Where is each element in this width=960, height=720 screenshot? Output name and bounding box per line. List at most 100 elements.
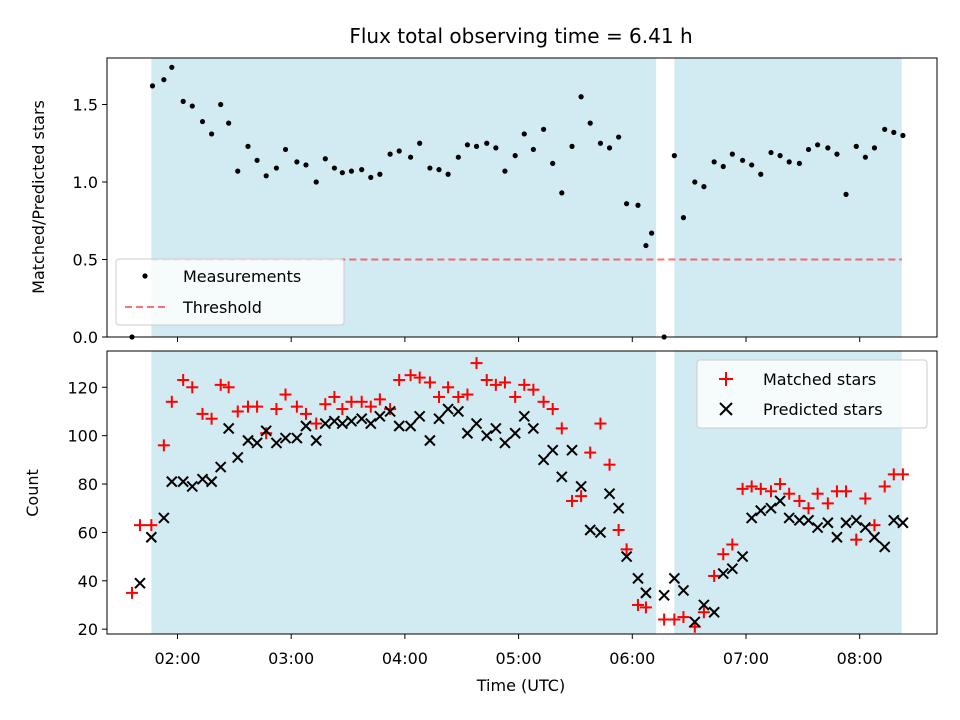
- measurement-point: [900, 132, 906, 139]
- cross-b: [556, 471, 568, 483]
- matched-star-point: [745, 480, 758, 493]
- measurement-point: [758, 171, 764, 177]
- matched-star-point: [631, 598, 644, 611]
- predicted-star-point: [328, 415, 341, 427]
- matched-star-point: [639, 601, 652, 614]
- measurement-point: [578, 94, 584, 100]
- y-tick-label: 40: [78, 572, 98, 591]
- cross-b: [603, 488, 616, 500]
- bottom-x-ticks: 02:00 03:00 04:00 05:00 06:00 07:00 08:00: [154, 634, 883, 668]
- bottom-y-ticks: 20 40 60 80 100 120: [67, 378, 107, 639]
- y-tick-label: 0.5: [73, 251, 98, 270]
- matched-star-point: [612, 523, 625, 536]
- measurement-point: [282, 146, 289, 153]
- cross-b: [196, 473, 209, 485]
- cross-b: [232, 451, 244, 464]
- measurement-point: [396, 148, 402, 154]
- chart-title: Flux total observing time = 6.41 h: [349, 24, 692, 48]
- cross-b: [166, 475, 178, 488]
- cross-b: [145, 531, 158, 543]
- predicted-star-point: [850, 514, 862, 527]
- cross-b: [413, 410, 426, 423]
- cross-b: [811, 521, 824, 534]
- cross-b: [612, 502, 625, 514]
- matched-star-point: [364, 400, 377, 413]
- predicted-star-point: [736, 550, 749, 563]
- matched-star-point: [299, 407, 312, 420]
- bottom-y-axis-label: Count: [23, 469, 42, 517]
- measurement-point: [417, 140, 423, 146]
- measurement-point: [484, 140, 490, 146]
- x-tick-label: 06:00: [609, 649, 655, 668]
- measurement-point: [322, 156, 328, 162]
- top-y-ticks: 0.0 0.5 1.0 1.5: [73, 96, 107, 347]
- matched-star-point: [319, 398, 332, 411]
- measurement-point: [445, 171, 451, 177]
- measurement-point: [313, 179, 319, 185]
- predicted-star-point: [811, 521, 824, 534]
- cross-b: [222, 422, 235, 435]
- measurement-point: [729, 151, 735, 157]
- matched-star-point: [821, 497, 834, 510]
- cross-b: [850, 514, 862, 527]
- matched-star-point: [328, 390, 341, 403]
- matched-star-point: [310, 417, 323, 430]
- predicted-star-point: [336, 417, 349, 430]
- measurement-point: [643, 242, 649, 249]
- matched-star-point: [270, 403, 283, 416]
- measurement-point: [303, 162, 309, 168]
- predicted-star-point: [632, 572, 644, 585]
- predicted-star-point: [518, 410, 530, 423]
- measurement-point: [635, 202, 641, 208]
- matched-star-point: [850, 533, 863, 546]
- predicted-star-point: [310, 434, 322, 447]
- matched-star-point: [165, 395, 178, 408]
- matched-star-point: [774, 478, 787, 491]
- measurement-point: [521, 131, 527, 137]
- cross-b: [214, 461, 227, 473]
- predicted-star-point: [222, 422, 235, 435]
- measurement-point: [891, 129, 897, 135]
- predicted-star-point: [868, 531, 881, 543]
- matched-star-point: [452, 390, 465, 403]
- predicted-star-point: [270, 437, 283, 449]
- matched-star-point: [754, 482, 767, 495]
- cross-b: [566, 444, 578, 456]
- cross-b: [717, 567, 729, 580]
- top-y-axis-label: Matched/Predicted stars: [29, 100, 48, 294]
- matched-star-point: [566, 494, 579, 507]
- predicted-star-point: [717, 567, 729, 580]
- bottom-legend: Matched stars Predicted stars: [696, 359, 928, 429]
- x-axis-label: Time (UTC): [476, 676, 565, 695]
- matched-star-point: [470, 357, 483, 370]
- matched-star-point: [355, 395, 368, 408]
- y-tick-label: 1.5: [73, 96, 98, 115]
- cross-b: [134, 577, 146, 589]
- measurement-point: [512, 153, 518, 159]
- measurement-point: [502, 168, 508, 174]
- matched-star-point: [708, 569, 721, 582]
- cross-b: [177, 475, 189, 488]
- measurement-point: [149, 83, 156, 89]
- predicted-star-point: [404, 420, 417, 432]
- predicted-star-point: [279, 432, 292, 444]
- predicted-star-point: [509, 427, 521, 439]
- cross-b: [774, 495, 786, 507]
- matched-star-point: [157, 439, 170, 452]
- cross-b: [822, 517, 834, 529]
- measurement-point: [587, 120, 593, 126]
- measurement-point: [597, 140, 604, 146]
- measurement-point: [796, 160, 803, 166]
- cross-b: [384, 405, 396, 418]
- measurement-point: [853, 143, 859, 149]
- matched-star-point: [802, 502, 815, 515]
- cross-b: [310, 434, 322, 447]
- predicted-star-point: [384, 405, 396, 418]
- x-tick-label: 08:00: [837, 649, 883, 668]
- measurement-point: [649, 230, 655, 236]
- legend-threshold-label: Threshold: [182, 298, 262, 317]
- legend-matched-label: Matched stars: [763, 370, 876, 389]
- matched-star-point: [251, 400, 264, 413]
- predicted-star-point: [584, 524, 596, 536]
- measurement-point: [720, 163, 726, 170]
